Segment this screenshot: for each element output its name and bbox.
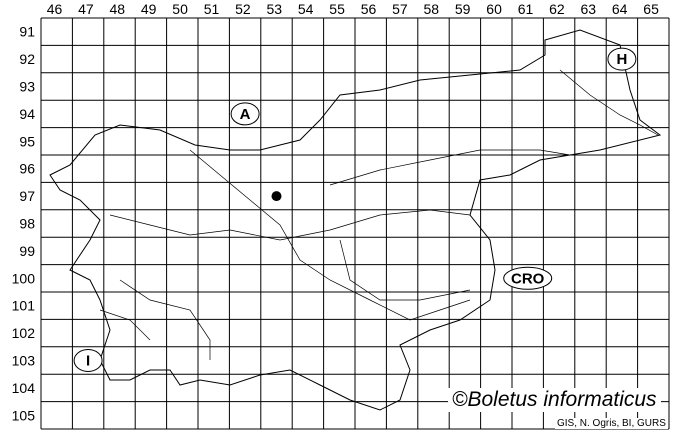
column-label: 51 xyxy=(204,1,220,17)
row-label: 95 xyxy=(19,133,35,149)
country-label-i: I xyxy=(73,349,103,372)
column-label: 55 xyxy=(329,1,345,17)
row-label: 91 xyxy=(19,24,35,40)
column-label: 56 xyxy=(361,1,377,17)
row-labels: 91 92 93 94 95 96 97 98 99 100 101 102 103 104 105 xyxy=(12,24,36,424)
column-label: 52 xyxy=(235,1,251,17)
country-label-a: A xyxy=(230,102,260,126)
column-label: 60 xyxy=(486,1,502,17)
column-label: 62 xyxy=(549,1,565,17)
column-label: 54 xyxy=(298,1,314,17)
slovenia-border xyxy=(49,29,662,411)
row-label: 98 xyxy=(19,216,35,232)
row-label: 105 xyxy=(12,407,36,423)
row-label: 93 xyxy=(19,79,35,95)
country-label-cro: CRO xyxy=(503,266,553,290)
column-label: 57 xyxy=(392,1,408,17)
country-label-h: H xyxy=(607,47,637,71)
column-label: 46 xyxy=(47,1,63,17)
column-label: 61 xyxy=(518,1,534,17)
column-label: 48 xyxy=(110,1,126,17)
row-label: 103 xyxy=(12,353,36,369)
grid-lines xyxy=(40,17,670,430)
column-label: 64 xyxy=(612,1,628,17)
row-label: 94 xyxy=(19,106,35,122)
column-label: 59 xyxy=(455,1,471,17)
row-label: 104 xyxy=(12,380,36,396)
column-label: 47 xyxy=(78,1,94,17)
column-label: 50 xyxy=(172,1,188,17)
row-label: 97 xyxy=(19,188,35,204)
svg-text:I: I xyxy=(86,353,90,370)
column-label: 53 xyxy=(267,1,283,17)
svg-text:CRO: CRO xyxy=(511,270,545,287)
row-label: 96 xyxy=(19,161,35,177)
column-label: 63 xyxy=(581,1,597,17)
svg-text:A: A xyxy=(240,106,251,123)
row-label: 92 xyxy=(19,51,35,67)
column-labels: 46 47 48 49 50 51 52 53 54 55 56 57 58 59 60 61 62 63 64 65 xyxy=(47,1,659,17)
credit-text: GIS, N. Ogris, BI, GURS xyxy=(555,418,668,429)
rivers xyxy=(99,69,659,360)
column-label: 65 xyxy=(643,1,659,17)
row-label: 99 xyxy=(19,243,35,259)
occurrence-marker xyxy=(271,191,282,202)
row-label: 101 xyxy=(12,298,36,314)
copyright-text: ©Boletus informaticus xyxy=(448,388,661,412)
row-label: 102 xyxy=(12,325,36,341)
row-label: 100 xyxy=(12,270,36,286)
column-label: 49 xyxy=(141,1,157,17)
column-label: 58 xyxy=(424,1,440,17)
svg-text:H: H xyxy=(616,51,627,68)
